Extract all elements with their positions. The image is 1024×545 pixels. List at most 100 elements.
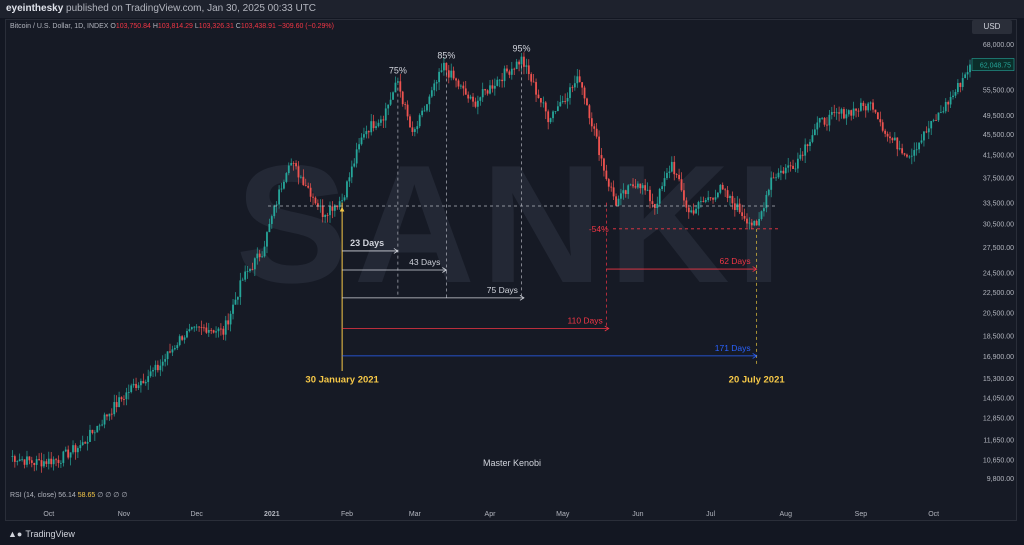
candle-body <box>612 187 615 197</box>
candle-body <box>869 102 872 104</box>
price-tick: 11,650.00 <box>983 437 1014 444</box>
candle-body <box>508 71 511 75</box>
candle-body <box>595 128 598 137</box>
symbol-title[interactable]: Bitcoin / U.S. Dollar, 1D, INDEX <box>10 23 109 30</box>
candle-body <box>736 203 739 210</box>
time-tick: Sep <box>855 511 868 518</box>
candle-body <box>571 87 574 89</box>
price-tick: 14,050.00 <box>983 395 1014 402</box>
candle-body <box>350 166 353 178</box>
peak-percent-label: 75% <box>389 66 407 76</box>
candle-body <box>872 102 874 110</box>
peak-percent-label: 95% <box>513 43 531 53</box>
rsi-legend[interactable]: RSI (14, close) 56.14 58.65 ∅ ∅ ∅ ∅ <box>10 491 127 499</box>
candle-body <box>860 102 862 111</box>
time-tick: Apr <box>485 511 497 518</box>
candle-body <box>624 190 627 195</box>
candle-body <box>409 116 411 128</box>
candle-body <box>426 104 428 111</box>
candle-body <box>144 382 147 384</box>
candle-body <box>460 85 462 87</box>
candle-body <box>423 110 426 112</box>
candle-body <box>96 425 99 433</box>
price-tick: 15,300.00 <box>983 376 1014 383</box>
candle-body <box>220 328 222 330</box>
candle-body <box>375 126 377 129</box>
candle-body <box>634 186 637 188</box>
candle-body <box>729 196 731 199</box>
candle-body <box>234 299 237 305</box>
candle-body <box>925 131 928 133</box>
candle-body <box>675 174 678 175</box>
candle-body <box>493 85 496 89</box>
candle-body <box>380 119 382 123</box>
candle-body <box>355 149 358 164</box>
candle-body <box>804 144 807 156</box>
start-arrow-icon: ▲ <box>338 204 346 213</box>
currency-button[interactable]: USD <box>972 20 1012 34</box>
candle-body <box>780 170 782 173</box>
candle-body <box>394 82 397 93</box>
candle-body <box>569 87 571 98</box>
candle-body <box>377 122 380 127</box>
candle-body <box>746 218 748 224</box>
price-chart[interactable]: SANKI68,000.0061,500.0055,500.0049,500.0… <box>0 0 1024 524</box>
range-arrowhead <box>393 248 399 254</box>
candle-body <box>406 104 409 117</box>
candle-body <box>944 101 947 112</box>
candle-body <box>336 205 339 208</box>
candle-body <box>852 108 855 116</box>
candle-body <box>646 189 649 191</box>
time-tick: May <box>556 511 570 518</box>
candle-body <box>593 126 596 129</box>
candle-body <box>469 96 472 99</box>
candle-body <box>683 190 685 201</box>
low-label: L <box>194 23 199 30</box>
candle-body <box>329 206 331 216</box>
candle-body <box>445 62 448 71</box>
change-value: −309.60 (−0.29%) <box>277 23 334 30</box>
candle-body <box>360 137 363 145</box>
candle-body <box>896 137 899 150</box>
candle-body <box>212 330 215 333</box>
candle-body <box>908 156 911 158</box>
candle-body <box>195 326 198 328</box>
footer: ▲● TradingView <box>0 524 1024 545</box>
high-value: 103,814.29 <box>157 23 193 30</box>
candle-body <box>969 64 971 73</box>
candle-body <box>74 445 77 453</box>
candle-body <box>813 129 816 136</box>
candle-body <box>700 201 702 203</box>
candle-body <box>658 189 661 204</box>
candle-body <box>910 155 913 157</box>
candle-body <box>118 397 120 408</box>
candle-body <box>716 192 719 198</box>
candle-body <box>101 424 104 426</box>
candle-body <box>147 376 150 383</box>
tradingview-logo[interactable]: ▲● TradingView <box>8 529 75 539</box>
candle-body <box>605 170 608 180</box>
candle-body <box>765 194 768 209</box>
candle-body <box>198 326 200 328</box>
candle-body <box>855 108 857 111</box>
candle-body <box>142 380 145 384</box>
candle-body <box>130 385 133 393</box>
candle-body <box>183 337 186 340</box>
candle-body <box>479 97 482 101</box>
candle-body <box>586 98 588 106</box>
last-price-label: 62,048.75 <box>980 63 1011 70</box>
candle-body <box>731 196 734 204</box>
candle-body <box>341 200 344 202</box>
candle-body <box>137 385 140 389</box>
candle-body <box>772 177 775 179</box>
candle-body <box>867 103 870 111</box>
candle-body <box>76 448 79 453</box>
candle-body <box>275 204 278 206</box>
author-name[interactable]: eyeinthesky <box>6 3 64 14</box>
candle-body <box>64 449 67 452</box>
candle-body <box>135 383 137 389</box>
candle-body <box>656 203 659 208</box>
tradingview-logo-icon: ▲● <box>8 529 23 539</box>
price-tick: 49,500.00 <box>983 113 1014 120</box>
rsi-value-1: 56.14 <box>58 492 76 499</box>
